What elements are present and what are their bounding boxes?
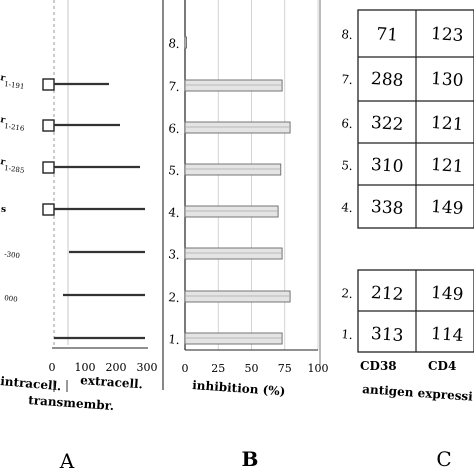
panel-b-bars <box>184 36 291 345</box>
panel-a-constructs <box>42 78 145 340</box>
construct-glyph-5: r <box>0 157 6 168</box>
panel-b: 8. 7. 6. 5. 4. 3. 2. 1. 0 25 50 75 100 inhibition (… <box>168 0 329 471</box>
panel-c-cell-cd4: 123 <box>430 24 464 46</box>
panel-b-letter: B <box>242 447 259 471</box>
panel-a-transmembr-bracket <box>53 380 68 392</box>
panel-c-cell-cd38: 313 <box>370 324 404 346</box>
panel-c-cell-cd4: 149 <box>430 283 464 305</box>
panel-c-cell-cd38: 71 <box>376 24 399 45</box>
construct-box-4 <box>42 203 55 216</box>
panel-c-cell-cd38: 338 <box>370 197 404 219</box>
panel-c-cells: 8. 71 123 7. 288 130 6. 322 121 5. 310 121 4. 338 149 2… <box>341 24 464 346</box>
panel-c-cell-cd38: 212 <box>370 283 404 305</box>
panel-b-row-label: 2. <box>168 290 181 305</box>
panel-b-row-label: 4. <box>168 205 181 220</box>
panel-b-row-label: 5. <box>168 163 181 178</box>
panel-b-bar <box>184 163 282 176</box>
panel-c-row-label: 4. <box>341 200 354 215</box>
panel-c-row-label: 5. <box>341 158 354 173</box>
panel-c-col-cd4: CD4 <box>428 359 456 373</box>
panel-a-label-transmembr: transmembr. <box>28 393 115 413</box>
construct-label-5: 1-285 <box>4 164 25 175</box>
panel-b-bar <box>184 121 291 134</box>
construct-box-6 <box>42 119 55 132</box>
panel-c-col-cd38: CD38 <box>360 359 397 373</box>
panel-c-cell-cd4: 149 <box>430 197 464 219</box>
panel-c-cell-cd4: 121 <box>430 113 464 135</box>
panel-c-row-label: 8. <box>341 27 354 42</box>
panel-b-tick-label: 25 <box>211 362 225 375</box>
panel-b-row-label: 7. <box>168 79 181 94</box>
panel-a-tick-0: 0 <box>49 361 56 374</box>
panel-c: 8. 71 123 7. 288 130 6. 322 121 5. 310 121 4. 338 149 2… <box>341 9 474 471</box>
panel-a-label-intracell: intracell. <box>0 374 62 393</box>
panel-c-cell-cd38: 288 <box>370 69 404 91</box>
panel-c-header-label: antigen expressi <box>362 382 474 404</box>
construct-box-5 <box>42 161 55 174</box>
panel-b-row-labels: 8. 7. 6. 5. 4. 3. 2. 1. <box>168 36 181 347</box>
panel-a-letter: A <box>59 449 75 473</box>
panel-b-row-label: 6. <box>168 121 181 136</box>
panel-c-cell-cd4: 130 <box>430 69 464 91</box>
construct-glyph-6: r <box>0 115 6 126</box>
panel-b-tick-label: 100 <box>308 362 329 375</box>
panel-b-bar <box>184 247 283 260</box>
panel-b-bar <box>184 332 283 345</box>
panel-c-row-label: 6. <box>341 116 354 131</box>
panel-a: 0 100 200 300 intracell. extracell. tran… <box>0 0 158 473</box>
construct-label-2: 000 <box>4 294 18 304</box>
panel-a-label-extracell: extracell. <box>80 373 143 391</box>
construct-label-3: -300 <box>4 250 21 260</box>
panel-b-xlabel: inhibition (%) <box>192 378 286 398</box>
construct-glyph-4: s <box>1 205 6 215</box>
panel-b-row-label: 3. <box>168 247 181 262</box>
panel-c-cell-cd4: 114 <box>430 324 464 346</box>
panel-c-cell-cd4: 121 <box>430 155 464 177</box>
panel-b-tick-label: 50 <box>245 362 259 375</box>
construct-label-7: 1-191 <box>4 80 25 91</box>
panel-a-tick-100: 100 <box>75 361 96 374</box>
construct-label-6: 1-216 <box>4 122 26 133</box>
panel-b-tick-labels: 0 25 50 75 100 <box>182 362 329 375</box>
construct-box-7 <box>42 78 55 91</box>
panel-b-bar <box>184 290 291 303</box>
panel-b-row-label: 1. <box>168 332 181 347</box>
panel-b-bar <box>184 205 279 218</box>
panel-a-tick-300: 300 <box>137 361 158 374</box>
panel-b-bar <box>184 36 187 49</box>
panel-c-letter: C <box>436 447 451 471</box>
panel-c-row-label: 7. <box>341 72 354 87</box>
panel-b-bar <box>184 79 283 92</box>
panel-c-cell-cd38: 322 <box>370 113 404 135</box>
panel-b-tick-label: 75 <box>278 362 292 375</box>
panel-c-row-label: 1. <box>341 327 354 342</box>
panel-b-row-label: 8. <box>168 36 181 51</box>
panel-c-cell-cd38: 310 <box>370 155 404 177</box>
panel-c-row-label: 2. <box>341 286 354 301</box>
panel-b-tick-label: 0 <box>182 362 189 375</box>
panel-a-tick-200: 200 <box>106 361 127 374</box>
construct-glyph-7: r <box>0 73 6 84</box>
